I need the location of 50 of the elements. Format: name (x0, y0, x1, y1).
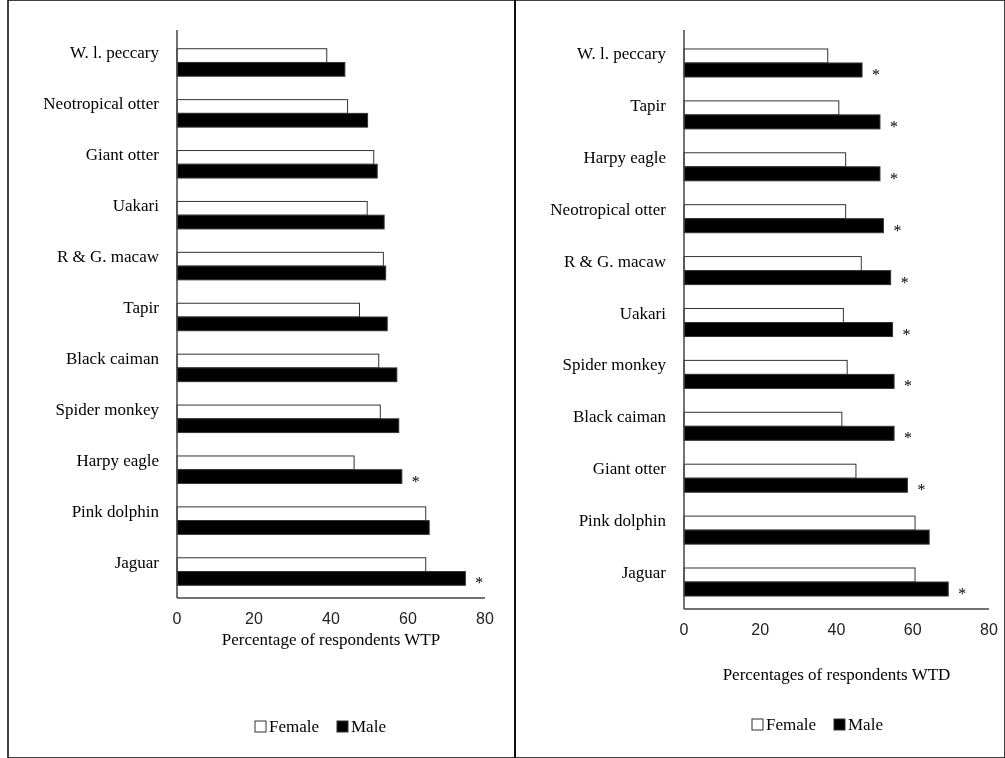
y-tick-label: Tapir (630, 95, 667, 115)
y-tick-label: W. l. peccary (576, 43, 667, 63)
x-tick-label: 0 (679, 621, 689, 638)
x-tick-label: 20 (751, 621, 770, 638)
y-tick-label: W. l. peccary (69, 43, 160, 63)
y-tick-label: Harpy eagle (76, 450, 159, 470)
legend-label: Female (766, 715, 817, 734)
x-tick-label: 60 (399, 610, 417, 627)
y-tick-label: Tapir (123, 298, 160, 317)
y-tick-label: Giant otter (85, 145, 160, 165)
y-tick-label: R & G. macaw (57, 247, 160, 267)
y-tick-label: Black caiman (66, 348, 160, 368)
y-tick-label: Spider monkey (55, 399, 160, 419)
x-tick-label: 60 (903, 621, 922, 638)
annotation: * (893, 221, 902, 239)
annotation: * (904, 377, 913, 395)
annotation: * (411, 472, 420, 490)
y-tick-label: Uakari (619, 303, 667, 323)
y-tick-label: Spider monkey (562, 355, 667, 375)
y-tick-label: Pink dolphin (71, 501, 160, 521)
x-axis-title: Percentage of respondents WTP (221, 630, 441, 649)
legend-label: Male (848, 715, 883, 734)
annotation: * (889, 117, 898, 135)
y-tick-label: Neotropical otter (550, 199, 667, 219)
y-tick-label: R & G. macaw (564, 251, 667, 271)
x-tick-label: 0 (172, 610, 182, 627)
annotation: * (904, 429, 913, 447)
annotation: * (475, 574, 484, 592)
annotation: * (889, 169, 898, 187)
annotation: * (917, 481, 926, 499)
x-tick-label: 40 (827, 621, 846, 638)
x-tick-label: 20 (245, 610, 263, 627)
y-tick-label: Jaguar (114, 552, 160, 572)
x-tick-label: 80 (476, 610, 494, 627)
y-tick-label: Harpy eagle (583, 147, 666, 167)
y-tick-label: Giant otter (592, 459, 667, 479)
annotation: * (902, 325, 911, 343)
x-tick-label: 40 (322, 610, 340, 627)
legend-label: Female (269, 717, 320, 736)
legend-label: Male (351, 717, 386, 736)
annotation: * (900, 273, 909, 291)
y-tick-label: Neotropical otter (43, 94, 160, 114)
y-tick-label: Black caiman (573, 407, 667, 427)
x-tick-label: 80 (980, 621, 998, 638)
annotation: * (958, 585, 967, 603)
y-tick-label: Jaguar (621, 563, 667, 583)
annotation: * (872, 66, 881, 83)
y-tick-label: Uakari (112, 196, 160, 216)
y-tick-label: Pink dolphin (578, 511, 667, 531)
x-axis-title: Percentages of respondents WTD (722, 665, 951, 684)
